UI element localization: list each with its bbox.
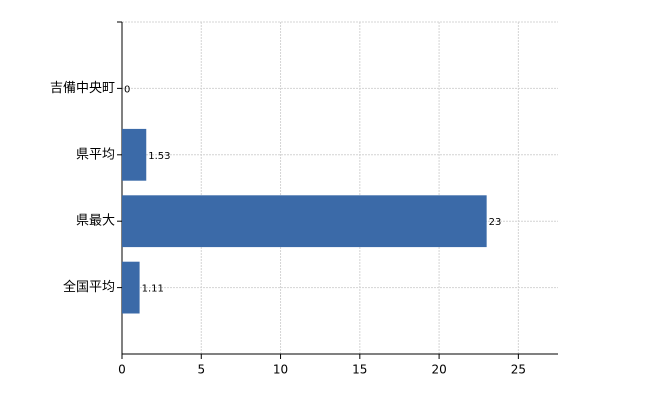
x-tick-label: 20 <box>431 363 446 377</box>
bar <box>122 195 487 248</box>
x-tick-label: 25 <box>511 363 526 377</box>
value-label: 1.53 <box>148 151 170 162</box>
value-label: 23 <box>489 217 502 228</box>
y-tick-label: 県最大 <box>76 214 115 229</box>
y-tick-label: 全国平均 <box>63 279 115 295</box>
x-tick-label: 0 <box>118 363 126 377</box>
bar <box>122 261 140 314</box>
x-tick-label: 10 <box>273 363 288 377</box>
value-label: 0 <box>124 84 130 95</box>
y-tick-label: 吉備中央町 <box>50 80 115 96</box>
bar <box>122 128 147 181</box>
x-tick-label: 5 <box>197 363 205 377</box>
value-label: 1.11 <box>142 284 164 295</box>
x-tick-label: 15 <box>352 363 367 377</box>
y-tick-label: 県平均 <box>76 147 115 162</box>
